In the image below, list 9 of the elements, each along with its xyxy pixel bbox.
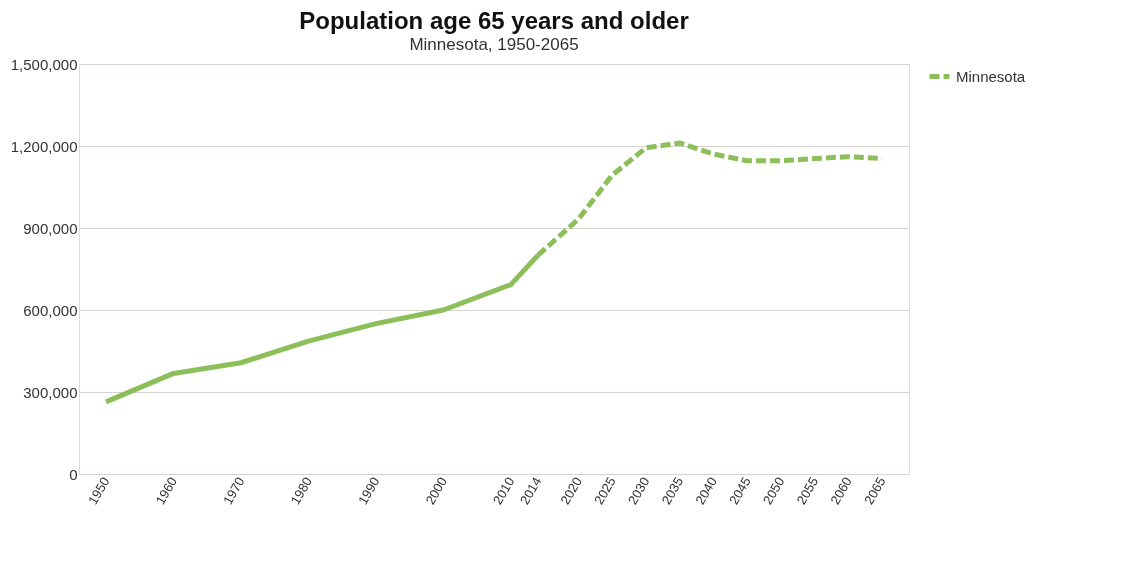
y-tick-label: 300,000: [23, 383, 78, 401]
y-tick-label: 900,000: [23, 219, 78, 237]
chart-subtitle: Minnesota, 1950-2065: [409, 35, 579, 54]
y-tick-label: 0: [69, 465, 78, 483]
y-tick-label: 600,000: [23, 301, 78, 319]
legend-label: Minnesota: [956, 67, 1026, 85]
y-tick-label: 1,200,000: [10, 137, 78, 155]
y-tick-label: 1,500,000: [10, 55, 78, 73]
chart-title: Population age 65 years and older: [299, 7, 689, 34]
